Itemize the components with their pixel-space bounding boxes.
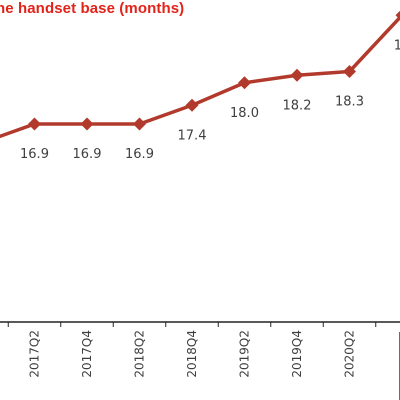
chart-title: he handset base (months) <box>0 0 185 17</box>
data-point-marker <box>238 76 251 90</box>
data-label: 16.9 <box>20 147 49 162</box>
data-point-marker <box>185 98 199 112</box>
data-label: 16.9 <box>73 147 102 162</box>
x-tick-label: 2018Q2 <box>133 330 147 378</box>
series-markers <box>28 10 400 131</box>
x-tick-label: 2020Q2 <box>343 330 357 378</box>
data-label: 18.3 <box>335 95 364 110</box>
data-label: 17.4 <box>178 128 207 143</box>
data-point-marker <box>290 68 304 82</box>
data-point-marker <box>395 10 400 20</box>
x-tick-label: 2019Q4 <box>290 330 304 378</box>
x-tick-label: 2018Q4 <box>185 330 199 378</box>
data-point-marker <box>343 65 356 78</box>
data-point-marker <box>80 117 94 131</box>
x-tick-label: 2017Q4 <box>80 330 94 378</box>
data-label: 18.2 <box>283 98 312 113</box>
series-line <box>0 14 400 139</box>
data-point-marker <box>133 117 146 131</box>
data-label: 16.9 <box>125 147 154 162</box>
data-point-marker <box>28 117 41 131</box>
data-label: 19 <box>394 38 400 53</box>
x-tick-label: 2019Q2 <box>238 330 252 378</box>
x-axis-ticks <box>7 322 377 327</box>
data-labels: 16.9 16.9 16.9 17.4 18.0 18.2 18.3 19 <box>20 38 400 162</box>
data-label: 18.0 <box>230 106 259 121</box>
x-tick-labels: 2017Q2 2017Q4 2018Q2 2018Q4 2019Q2 2019Q4 2020… <box>28 330 400 400</box>
x-tick-label: 2017Q2 <box>28 330 42 378</box>
